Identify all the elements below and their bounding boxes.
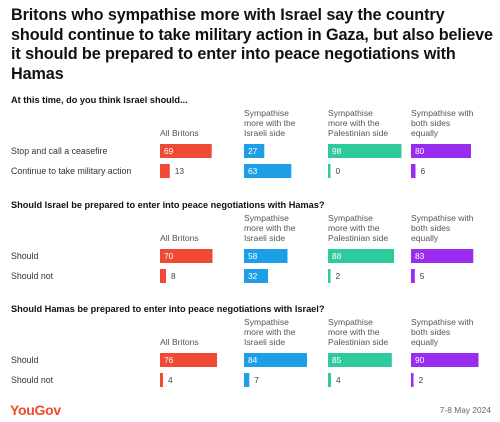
data-label: 90	[415, 355, 425, 365]
row-label: Should not	[11, 271, 54, 281]
column-header-4: Sympathise with both sides equally	[411, 108, 474, 138]
bar	[328, 269, 331, 283]
data-label: 2	[419, 375, 424, 385]
data-label: 32	[248, 271, 258, 281]
bar	[244, 373, 250, 387]
column-header-3: Sympathise more with the Palestinian side	[328, 317, 388, 347]
column-header-1: All Britons	[160, 128, 199, 138]
bar	[411, 269, 415, 283]
data-label: 83	[415, 251, 425, 261]
data-label: 4	[168, 375, 173, 385]
column-header-4: Sympathise with both sides equally	[411, 213, 474, 243]
bar	[244, 353, 307, 367]
bar	[411, 249, 474, 263]
data-label: 5	[420, 271, 425, 281]
panel-question-3: Should Hamas be prepared to enter into p…	[11, 304, 325, 314]
data-label: 70	[164, 251, 174, 261]
column-header-2: Sympathise more with the Israeli side	[244, 317, 296, 347]
panel-question-1: At this time, do you think Israel should…	[11, 95, 188, 105]
column-header-3: Sympathise more with the Palestinian side	[328, 108, 388, 138]
row-label: Continue to take military action	[11, 166, 131, 176]
data-label: 80	[415, 146, 425, 156]
data-label: 6	[421, 166, 426, 176]
bar	[411, 353, 479, 367]
bar	[328, 164, 331, 178]
bar	[328, 353, 392, 367]
bar	[328, 249, 394, 263]
data-label: 7	[254, 375, 259, 385]
bar	[328, 144, 402, 158]
data-label: 58	[248, 251, 258, 261]
panel-question-2: Should Israel be prepared to enter into …	[11, 200, 325, 210]
bar	[160, 164, 170, 178]
bar	[244, 269, 268, 283]
yougov-logo: YouGov	[10, 402, 61, 418]
data-label: 85	[332, 355, 342, 365]
bar	[244, 144, 265, 158]
data-label: 0	[336, 166, 341, 176]
bar	[160, 249, 213, 263]
data-label: 63	[248, 166, 258, 176]
row-label: Should	[11, 355, 38, 365]
chart-title: Britons who sympathise more with Israel …	[11, 6, 493, 83]
data-label: 84	[248, 355, 258, 365]
bar	[160, 144, 212, 158]
survey-date: 7-8 May 2024	[439, 405, 491, 415]
column-header-2: Sympathise more with the Israeli side	[244, 108, 296, 138]
data-label: 98	[332, 146, 342, 156]
data-label: 69	[164, 146, 174, 156]
column-header-1: All Britons	[160, 233, 199, 243]
data-label: 88	[332, 251, 342, 261]
bar	[411, 164, 416, 178]
bar	[160, 269, 166, 283]
column-header-1: All Britons	[160, 337, 199, 347]
bar	[244, 249, 288, 263]
bar	[411, 144, 471, 158]
data-label: 27	[248, 146, 258, 156]
bar	[244, 164, 292, 178]
column-header-2: Sympathise more with the Israeli side	[244, 213, 296, 243]
data-label: 13	[175, 166, 185, 176]
row-label: Should	[11, 251, 38, 261]
row-label: Stop and call a ceasefire	[11, 146, 107, 156]
data-label: 8	[171, 271, 176, 281]
data-label: 4	[336, 375, 341, 385]
row-label: Should not	[11, 375, 54, 385]
bar	[160, 353, 217, 367]
bar	[411, 373, 414, 387]
data-label: 2	[336, 271, 341, 281]
column-header-4: Sympathise with both sides equally	[411, 317, 474, 347]
data-label: 76	[164, 355, 174, 365]
column-header-3: Sympathise more with the Palestinian side	[328, 213, 388, 243]
bar	[160, 373, 163, 387]
bar	[328, 373, 331, 387]
